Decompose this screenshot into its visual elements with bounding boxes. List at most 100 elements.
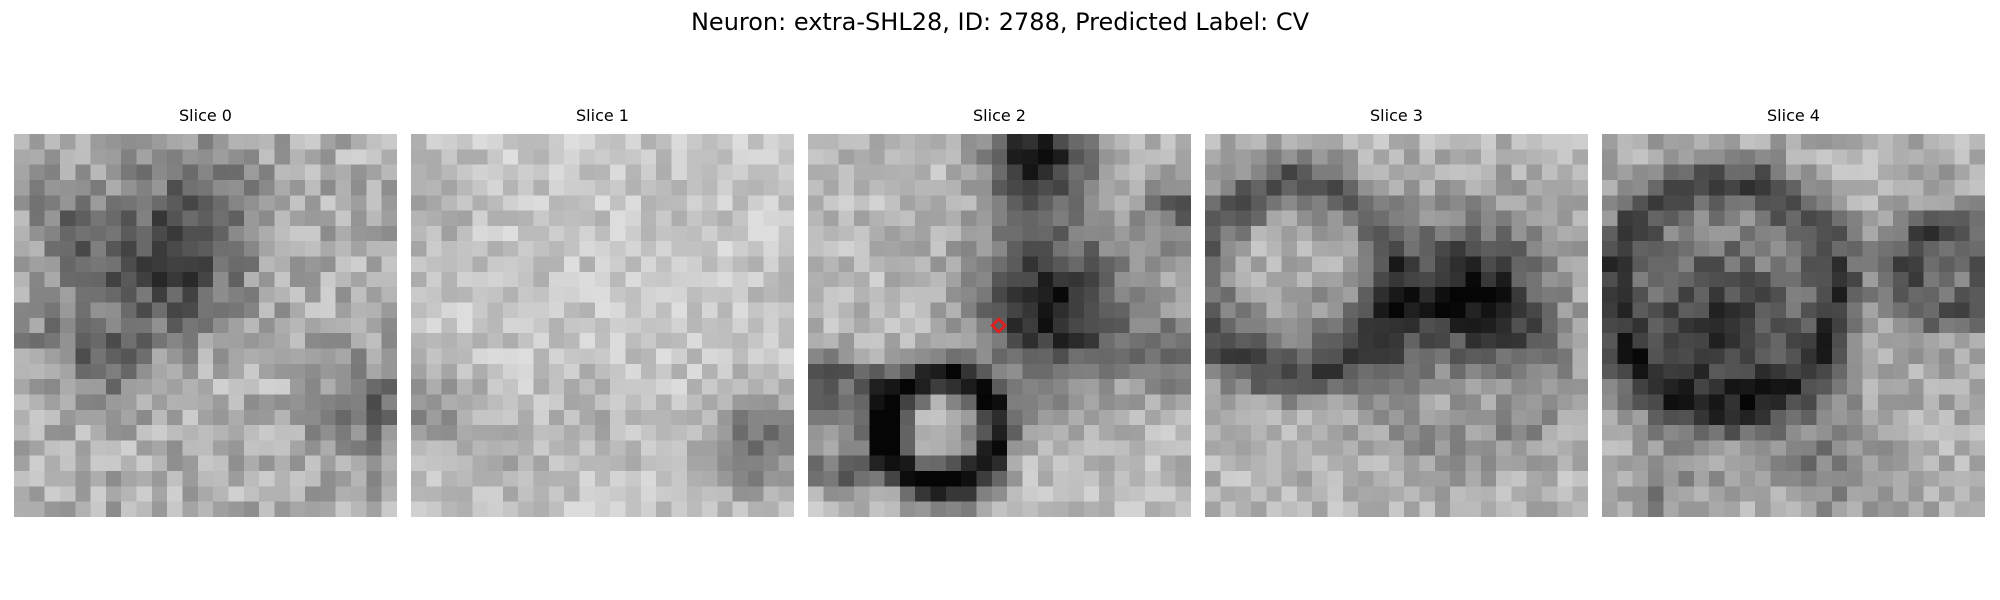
image-pixel: [14, 394, 30, 411]
image-pixel: [90, 440, 107, 457]
image-pixel: [1434, 287, 1451, 303]
image-pixel: [259, 256, 275, 273]
image-pixel: [441, 302, 458, 319]
image-pixel: [976, 179, 993, 196]
image-pixel: [305, 134, 321, 150]
image-pixel: [289, 501, 306, 517]
image-pixel: [1434, 195, 1451, 211]
image-pixel: [426, 363, 442, 380]
image-pixel: [823, 501, 839, 517]
image-pixel: [1450, 348, 1466, 365]
image-pixel: [90, 256, 107, 273]
image-pixel: [763, 271, 779, 288]
image-pixel: [1862, 440, 1879, 457]
image-pixel: [1496, 241, 1512, 257]
image-pixel: [1404, 164, 1420, 181]
image-pixel: [366, 134, 382, 150]
image-pixel: [366, 394, 382, 411]
image-pixel: [1480, 455, 1497, 472]
image-pixel: [1739, 317, 1756, 334]
image-pixel: [838, 241, 855, 257]
image-pixel: [1327, 225, 1344, 242]
image-pixel: [1145, 287, 1161, 303]
image-pixel: [366, 302, 382, 319]
image-pixel: [1296, 486, 1313, 502]
image-pixel: [930, 271, 947, 288]
image-pixel: [1617, 425, 1633, 441]
image-pixel: [1205, 440, 1221, 457]
image-pixel: [1801, 164, 1817, 181]
image-pixel: [640, 149, 657, 165]
image-pixel: [1007, 179, 1023, 196]
image-pixel: [59, 302, 76, 319]
image-pixel: [869, 241, 885, 257]
image-pixel: [441, 486, 458, 502]
image-pixel: [686, 409, 703, 426]
image-pixel: [59, 134, 76, 150]
image-pixel: [838, 195, 855, 211]
image-pixel: [732, 256, 749, 273]
image-pixel: [1709, 379, 1725, 395]
image-pixel: [838, 440, 855, 457]
image-pixel: [243, 271, 260, 288]
image-pixel: [426, 440, 442, 457]
image-pixel: [533, 471, 550, 487]
image-pixel: [1250, 210, 1267, 227]
image-pixel: [1877, 149, 1894, 165]
image-pixel: [274, 256, 291, 273]
image-pixel: [1114, 471, 1131, 487]
image-pixel: [1296, 302, 1313, 319]
image-pixel: [1205, 486, 1221, 502]
image-pixel: [808, 225, 824, 242]
image-pixel: [289, 149, 306, 165]
image-pixel: [1129, 471, 1146, 487]
image-pixel: [1877, 471, 1894, 487]
image-pixel: [1557, 210, 1573, 227]
image-pixel: [1465, 256, 1482, 273]
image-pixel: [1632, 179, 1649, 196]
image-pixel: [121, 379, 137, 395]
image-pixel: [1114, 271, 1131, 288]
image-pixel: [1465, 409, 1482, 426]
image-pixel: [1724, 256, 1741, 273]
image-pixel: [1296, 501, 1313, 517]
image-pixel: [853, 241, 870, 257]
image-pixel: [1709, 164, 1725, 181]
image-pixel: [640, 164, 657, 181]
image-pixel: [1724, 363, 1741, 380]
image-pixel: [1083, 363, 1100, 380]
image-pixel: [1526, 409, 1543, 426]
image-pixel: [564, 317, 580, 334]
image-pixel: [1160, 134, 1176, 150]
image-pixel: [182, 179, 199, 196]
image-pixel: [899, 379, 916, 395]
image-pixel: [1053, 271, 1069, 288]
image-pixel: [930, 225, 947, 242]
image-pixel: [1235, 271, 1252, 288]
image-pixel: [1647, 348, 1664, 365]
image-pixel: [167, 149, 183, 165]
image-pixel: [1235, 134, 1252, 150]
image-pixel: [1663, 149, 1679, 165]
image-pixel: [1373, 363, 1390, 380]
image-pixel: [853, 486, 870, 502]
image-pixel: [305, 486, 321, 502]
image-pixel: [594, 225, 611, 242]
image-pixel: [884, 134, 901, 150]
image-pixel: [456, 501, 473, 517]
image-pixel: [335, 210, 352, 227]
image-pixel: [1831, 409, 1848, 426]
image-pixel: [1496, 287, 1512, 303]
image-pixel: [564, 164, 580, 181]
image-pixel: [197, 256, 214, 273]
image-pixel: [197, 241, 214, 257]
image-pixel: [625, 486, 642, 502]
image-pixel: [1327, 394, 1344, 411]
image-pixel: [14, 440, 30, 457]
image-pixel: [487, 256, 504, 273]
image-pixel: [1939, 134, 1955, 150]
image-pixel: [1373, 409, 1390, 426]
image-pixel: [656, 363, 672, 380]
image-pixel: [1511, 149, 1528, 165]
image-pixel: [1037, 486, 1054, 502]
